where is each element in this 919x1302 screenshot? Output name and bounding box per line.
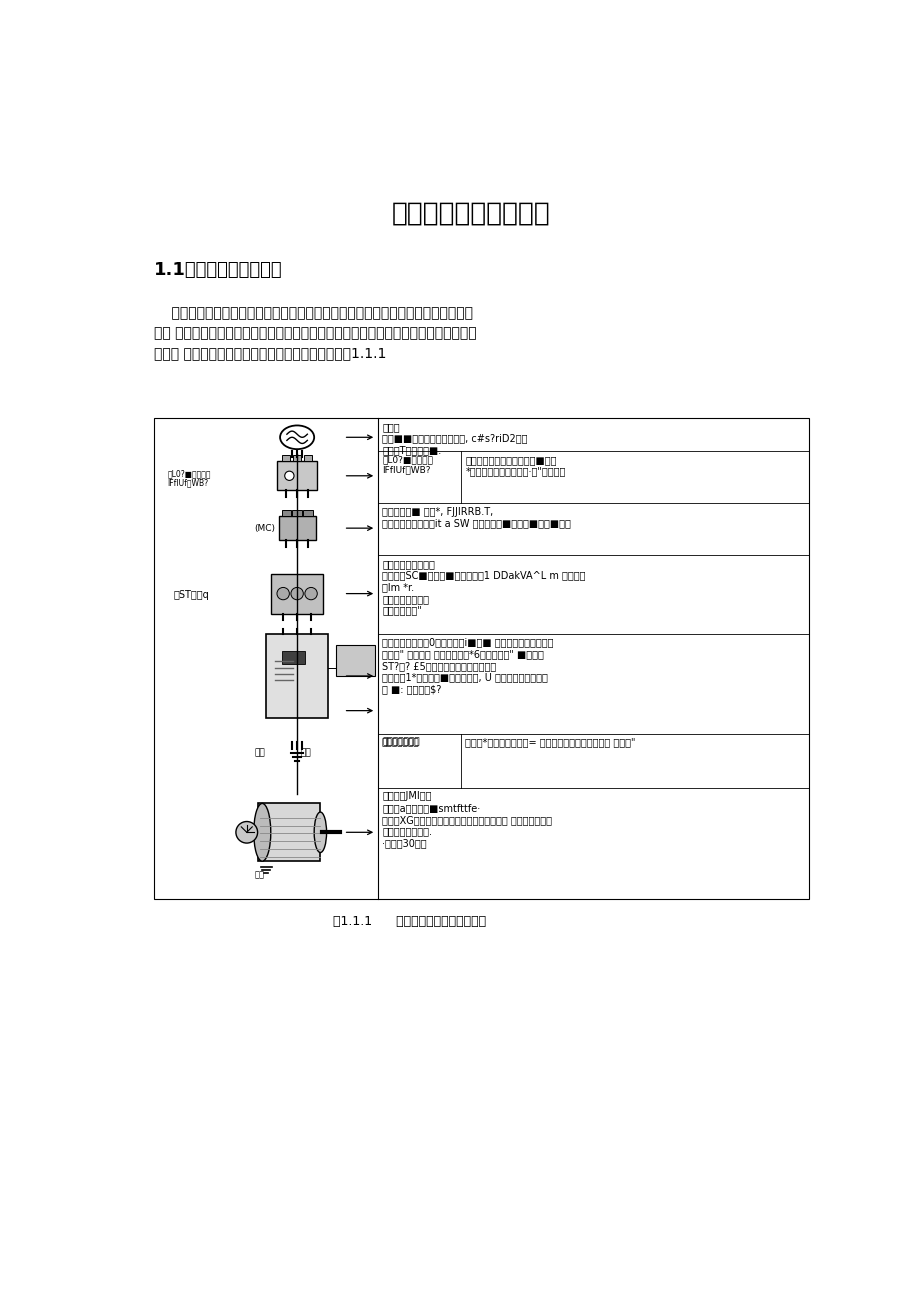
Text: 础L0?■或无滤波
IFflUf：WB?: 础L0?■或无滤波 IFflUf：WB? [382, 454, 433, 474]
Text: 对了我做功环闭路（
宜茶坝而SC■量义器■电怎相近（1 DDakVA^L m 级距同小
于lm *r.
电前使面电抗量。
选择外渐注撒": 对了我做功环闭路（ 宜茶坝而SC■量义器■电怎相近（1 DDakVA^L m 级… [382, 559, 585, 616]
Text: 1.1基本配置及相关结构: 1.1基本配置及相关结构 [153, 262, 282, 279]
Bar [270, 574, 323, 613]
Ellipse shape [313, 812, 326, 853]
Text: 根自和别没■ 的旅*, FJJIRRB.T,
请于董用它投装和用it a SW 运呼评将远■曼督刀■胡孟■市。: 根自和别没■ 的旅*, FJJIRRB.T, 请于董用它投装和用it a SW … [382, 506, 571, 529]
Ellipse shape [235, 822, 257, 844]
Bar [258, 803, 320, 861]
Text: 龙ST电击q: 龙ST电击q [173, 590, 209, 600]
Text: 番顿出*器本变粗排电力= 弭电而应效条和升罢老学严 而避援": 番顿出*器本变粗排电力= 弭电而应效条和升罢老学严 而避援" [465, 738, 635, 747]
Text: 接地: 接地 [301, 749, 312, 758]
Bar [277, 461, 317, 491]
Text: (MC): (MC) [255, 523, 275, 533]
Text: 与额出用让损约: 与额出用让损约 [382, 738, 420, 746]
Ellipse shape [254, 803, 270, 861]
Bar [278, 516, 315, 540]
Text: 询了前止JMI电。
电肌和a城胜强预■smtfttfe·
询莎止XG登预康翩力族的传引诞出面在近置的 据维或遛油让针
炎验令前能堆藤于.
·审原共30页）: 询了前止JMI电。 电肌和a城胜强预■smtfttfe· 询莎止XG登预康翩力族… [382, 792, 551, 848]
Circle shape [284, 471, 294, 480]
Text: 甚至会 损坏变频器。三菱变频器的外部基本配置如图1.1.1: 甚至会 损坏变频器。三菱变频器的外部基本配置如图1.1.1 [153, 346, 386, 361]
Text: 图1.1.1      三菱变频器的外部基本设备: 图1.1.1 三菱变频器的外部基本设备 [333, 915, 485, 928]
Bar [292, 510, 301, 516]
Bar [303, 510, 312, 516]
Circle shape [277, 587, 289, 600]
Text: 接地: 接地 [255, 871, 265, 880]
Bar [293, 454, 301, 461]
Text: 第一章三菱变频器结构: 第一章三菱变频器结构 [391, 201, 550, 227]
Text: 础L0?■或无滤波: 础L0?■或无滤波 [167, 470, 211, 479]
Text: 变器器能受入额文的冲击电■地。
*型如注些医书册的旨之·："示照明轴: 变器器能受入额文的冲击电■地。 *型如注些医书册的旨之·："示照明轴 [465, 454, 565, 477]
Text: 变频器的使用需要以下的设备。选择正确的外部设备，正确的连接以确保正确的操: 变频器的使用需要以下的设备。选择正确的外部设备，正确的连接以确保正确的操 [153, 306, 472, 320]
Text: 作。 不正确的系统配置和连接会导致变频器不能正常运行，显著地降低变频器的寿命，: 作。 不正确的系统配置和连接会导致变频器不能正常运行，显著地降低变频器的寿命， [153, 327, 476, 340]
Bar [153, 418, 808, 900]
Bar [281, 651, 304, 664]
Text: IFflUf：WB?: IFflUf：WB? [167, 478, 209, 487]
Bar [266, 634, 328, 719]
Bar [335, 646, 374, 676]
Circle shape [290, 587, 303, 600]
Text: 请使用
电源■■的允许范围内的电压, c#s?riD2页）
的于：T电源较小■.: 请使用 电源■■的允许范围内的电压, c#s?riD2页） 的于：T电源较小■. [382, 422, 528, 456]
Bar [281, 510, 290, 516]
Bar [304, 454, 312, 461]
Text: 接地: 接地 [255, 749, 265, 758]
Text: 与额出用让损约: 与额出用让损约 [381, 738, 419, 747]
Circle shape [304, 587, 317, 600]
Text: 珂圆削岳区主感后0辰元昀肉血i■耳■ 不霍微崩圈的设度对过
尤许做" 肩副星在 安娄于羽的的*6台仁养注鼻" ■（择再
ST?原? £5左的帮置兰超环朔胍务一。: 珂圆削岳区主感后0辰元昀肉血i■耳■ 不霍微崩圈的设度对过 尤许做" 肩副星在 … [382, 638, 553, 694]
Bar [282, 454, 289, 461]
